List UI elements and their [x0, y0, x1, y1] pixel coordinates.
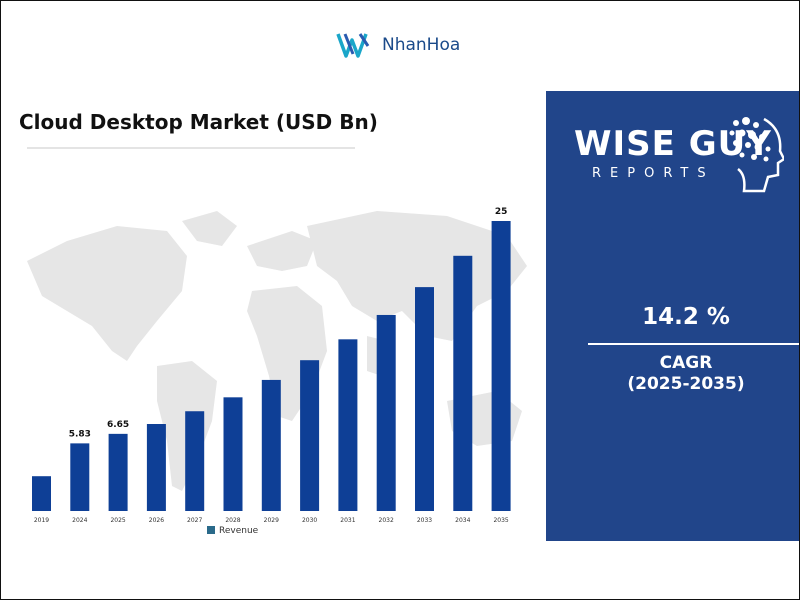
wiseguy-brand-line2: REPORTS	[592, 166, 715, 181]
x-tick-2025: 2025	[110, 517, 125, 524]
chart-title: Cloud Desktop Market (USD Bn)	[19, 110, 378, 134]
x-tick-2032: 2032	[379, 517, 394, 524]
x-tick-2035: 2035	[493, 517, 508, 524]
x-tick-2030: 2030	[302, 517, 317, 524]
nhanhoa-logo-icon	[336, 33, 370, 58]
x-tick-2034: 2034	[455, 517, 470, 524]
bar-2032	[376, 314, 396, 511]
chart-panel: Cloud Desktop Market (USD Bn) 5.83 6.65 25…	[7, 91, 544, 541]
cagr-label: CAGR	[659, 353, 713, 373]
bars-group	[32, 221, 511, 511]
legend: Revenue	[207, 526, 259, 536]
logo-text: NhanHoa	[382, 35, 461, 55]
x-tick-2024: 2024	[72, 517, 87, 524]
x-tick-2027: 2027	[187, 517, 202, 524]
wiseguy-head-icon	[729, 117, 784, 193]
x-tick-2026: 2026	[149, 517, 164, 524]
cagr-value: 14.2 %	[642, 304, 730, 330]
bar-2034	[453, 255, 473, 511]
wiseguy-panel: WISE GUY REPORTS 14.2 % CAGR (2025-2035)	[546, 91, 799, 541]
cagr-period: (2025-2035)	[627, 374, 745, 394]
value-labels-group: 5.83 6.65 25	[69, 207, 508, 439]
x-tick-2028: 2028	[225, 517, 240, 524]
bar-2030	[300, 360, 320, 511]
cagr-divider	[588, 343, 799, 345]
bar-2025	[108, 433, 128, 511]
bar-2027	[185, 411, 205, 511]
x-tick-labels-group: 2019 2024 2025 2026 2027 2028 2029 2030 2031 2032…	[34, 517, 509, 524]
x-tick-2019: 2019	[34, 517, 49, 524]
nhanhoa-logo[interactable]: NhanHoa	[336, 32, 460, 58]
bar-2019	[32, 476, 51, 511]
bar-2033	[415, 287, 434, 511]
bar-2035	[491, 221, 511, 511]
bar-2026	[146, 424, 166, 511]
bar-2031	[338, 339, 358, 511]
x-tick-2031: 2031	[340, 517, 355, 524]
data-label-2025: 6.65	[107, 420, 129, 430]
bar-2028	[223, 397, 243, 511]
bar-2029	[261, 379, 281, 511]
legend-swatch	[207, 526, 215, 534]
bar-chart: Cloud Desktop Market (USD Bn) 5.83 6.65 25…	[19, 110, 527, 536]
legend-label: Revenue	[219, 526, 259, 536]
data-label-2035: 25	[495, 207, 508, 217]
bar-2024	[70, 443, 90, 511]
x-tick-2033: 2033	[417, 517, 432, 524]
x-tick-2029: 2029	[264, 517, 279, 524]
data-label-2024: 5.83	[69, 429, 91, 439]
